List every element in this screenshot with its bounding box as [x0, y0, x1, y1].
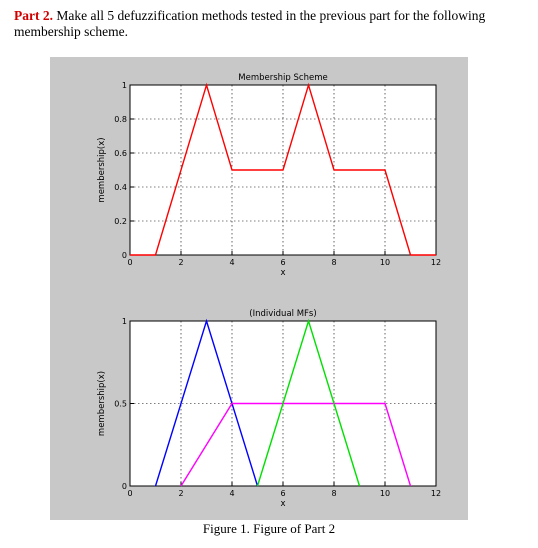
chart-1-xtick-label: 4 — [229, 258, 234, 267]
chart-2-xtick-label: 8 — [331, 489, 336, 498]
chart-1-xtick-label: 0 — [127, 258, 132, 267]
chart-1-title: Membership Scheme — [238, 73, 327, 83]
chart-2-xtick-label: 4 — [229, 489, 234, 498]
chart-2-title: (Individual MFs) — [249, 309, 316, 319]
chart-2-series-2-line — [180, 402, 412, 487]
chart-2-series-3-line — [256, 318, 361, 487]
chart-1-ylabel: membership(x) — [97, 137, 107, 202]
heading-text: Make all 5 defuzzification methods teste… — [14, 8, 486, 39]
chart-1-xtick-label: 2 — [178, 258, 183, 267]
chart-1-ytick-label: 0.8 — [114, 115, 127, 124]
chart-2-xtick-label: 10 — [380, 489, 390, 498]
chart-1-ytick-label: 0.6 — [114, 149, 127, 158]
chart-2-xtick-label: 6 — [280, 489, 285, 498]
chart-1-ytick-label: 0 — [122, 251, 127, 260]
chart-1-xlabel: x — [280, 268, 285, 278]
chart-2-ytick-label: 1 — [122, 317, 127, 326]
figure-caption: Figure 1. Figure of Part 2 — [202, 521, 336, 536]
heading: Part 2. Make all 5 defuzzification metho… — [14, 8, 524, 40]
chart-2-xtick-label: 12 — [431, 489, 441, 498]
chart-2-ytick-label: 0 — [122, 482, 127, 491]
chart-1-xtick-label: 10 — [380, 258, 390, 267]
chart-1-ytick-label: 0.4 — [114, 183, 127, 192]
chart-1-series-1-line — [130, 82, 436, 256]
part-label: Part 2. — [14, 8, 53, 23]
chart-2-ytick-label: 0.5 — [114, 400, 127, 409]
chart-2-xlabel: x — [280, 499, 285, 509]
figure-panel: 0 2 4 6 8 10 12 0 0.2 0.4 0.6 0.8 1 Membership Scheme… — [50, 57, 468, 520]
chart-1-xtick-label: 6 — [280, 258, 285, 267]
chart-1-xtick-label: 8 — [331, 258, 336, 267]
chart-2-series-1-line — [154, 318, 259, 487]
chart-2-xtick-label: 2 — [178, 489, 183, 498]
chart-1-xtick-label: 12 — [431, 258, 441, 267]
chart-1-ytick-label: 0.2 — [114, 217, 127, 226]
chart-2-xtick-label: 0 — [127, 489, 132, 498]
chart-2-ylabel: membership(x) — [97, 371, 107, 436]
chart-1-ytick-label: 1 — [122, 81, 127, 90]
